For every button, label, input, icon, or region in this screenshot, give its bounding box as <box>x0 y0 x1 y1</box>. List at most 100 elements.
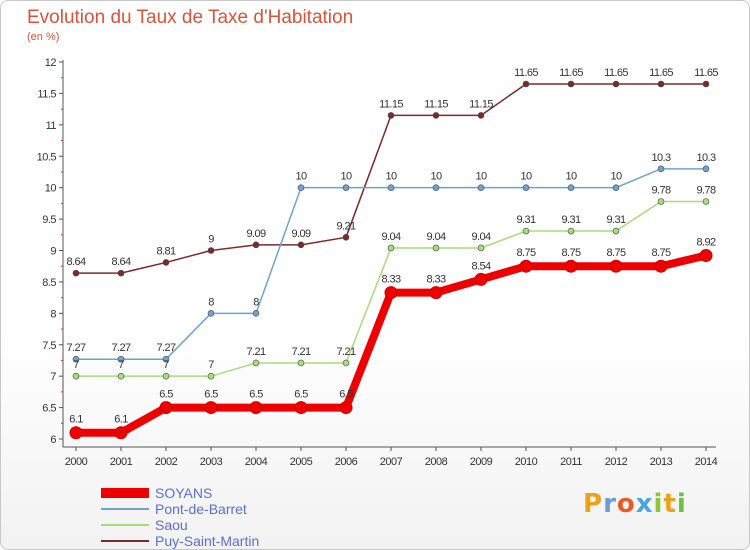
x-tick-label: 2001 <box>110 456 133 468</box>
data-point <box>252 359 260 367</box>
data-point <box>657 80 665 88</box>
legend-swatch <box>101 524 149 526</box>
data-label: 8.54 <box>471 260 490 272</box>
y-tick-label: 9 <box>50 246 56 258</box>
data-label: 7.21 <box>336 346 355 358</box>
data-point <box>429 286 443 300</box>
x-tick-label: 2000 <box>65 456 88 468</box>
logo-letter: x <box>635 489 654 519</box>
data-label: 6.5 <box>249 389 263 401</box>
data-point <box>522 80 530 88</box>
data-label: 8.33 <box>381 274 400 286</box>
series-pont-de-barret: 7.27 7.27 7.27 8 8 10 10 10 10 10 10 10 10 10.3 10.3 <box>66 152 717 363</box>
data-label: 6.5 <box>159 389 173 401</box>
data-point <box>252 310 260 317</box>
data-label: 11.65 <box>604 67 628 79</box>
logo-letter: t <box>663 489 677 519</box>
data-point <box>339 401 353 415</box>
data-label: 10 <box>295 171 307 183</box>
data-point <box>159 401 173 415</box>
data-label: 9.04 <box>426 231 445 243</box>
data-point <box>564 259 578 273</box>
y-tick-label: 8.5 <box>42 277 56 289</box>
data-point <box>72 269 80 277</box>
data-label: 8 <box>208 296 214 308</box>
data-point <box>654 259 668 273</box>
data-point <box>432 184 440 191</box>
x-tick-label: 2009 <box>470 456 493 468</box>
data-label: 8.33 <box>426 274 445 286</box>
data-point <box>522 227 530 235</box>
data-point <box>294 401 308 415</box>
data-label: 10 <box>520 171 532 183</box>
data-point <box>699 249 713 263</box>
x-tick-label: 2008 <box>425 456 448 468</box>
data-label: 7.27 <box>66 342 85 354</box>
data-point <box>72 372 80 380</box>
data-point <box>117 355 125 363</box>
data-label: 8 <box>253 296 259 308</box>
x-tick-label: 2005 <box>290 456 313 468</box>
data-point <box>207 310 215 317</box>
data-point <box>342 184 350 191</box>
data-point <box>72 355 80 363</box>
data-label: 9.78 <box>651 184 670 196</box>
data-point <box>249 401 263 415</box>
data-point <box>387 184 395 191</box>
data-label: 11.65 <box>559 67 583 79</box>
proxiti-logo: Proxiti <box>583 489 687 519</box>
legend-item: SOYANS <box>101 485 259 501</box>
data-point <box>432 112 440 119</box>
data-label: 9.78 <box>696 184 715 196</box>
data-point <box>69 426 83 440</box>
data-label: 11.65 <box>514 67 538 79</box>
data-point <box>477 244 485 252</box>
data-point <box>432 244 440 252</box>
data-label: 11.65 <box>694 67 718 79</box>
logo-letter: i <box>653 489 664 519</box>
data-point <box>477 184 485 191</box>
data-label: 10 <box>340 171 352 183</box>
legend-swatch <box>101 488 149 498</box>
data-label: 8.81 <box>156 245 175 257</box>
data-label: 8.64 <box>66 256 85 268</box>
series-saou: 7 7 7 7 7.21 7.21 7.21 9.04 9.04 9.04 9.31 9.31 9.31… <box>72 184 717 380</box>
chart-unit: (en %) <box>27 31 60 43</box>
data-point <box>612 184 620 191</box>
data-point <box>567 80 575 88</box>
data-point <box>342 234 350 241</box>
data-label: 9.09 <box>291 228 310 240</box>
data-label: 8.75 <box>561 247 580 259</box>
data-label: 7.27 <box>156 342 175 354</box>
x-tick-label: 2002 <box>155 456 178 468</box>
data-label: 7.27 <box>111 342 130 354</box>
legend-label: Saou <box>155 517 188 533</box>
legend-label: SOYANS <box>155 485 213 501</box>
data-label: 9.04 <box>471 231 490 243</box>
chart-legend: SOYANS Pont-de-Barret Saou Puy-Saint-Martin <box>101 485 259 549</box>
chart-title: Evolution du Taux de Taxe d'Habitation <box>27 7 354 28</box>
x-tick-label: 2007 <box>380 456 403 468</box>
data-point <box>162 355 170 363</box>
data-point <box>342 359 350 367</box>
legend-label: Puy-Saint-Martin <box>155 533 260 549</box>
data-label: 8.75 <box>651 247 670 259</box>
data-label: 6.1 <box>69 414 83 426</box>
data-point <box>477 112 485 119</box>
data-label: 8.75 <box>516 247 535 259</box>
data-label: 7.21 <box>291 346 310 358</box>
x-tick-label: 2011 <box>560 456 582 468</box>
data-label: 8.92 <box>696 237 715 249</box>
data-point <box>207 247 215 254</box>
logo-letter: o <box>616 489 636 519</box>
x-tick-label: 2006 <box>335 456 358 468</box>
logo-letter: P <box>583 489 604 519</box>
data-point <box>522 184 530 191</box>
data-label: 9.31 <box>561 214 580 226</box>
data-point <box>609 259 623 273</box>
data-point <box>567 184 575 191</box>
data-label: 6.5 <box>204 389 218 401</box>
data-label: 8.75 <box>606 247 625 259</box>
series-puy-saint-martin: 8.64 8.64 8.81 9 9.09 9.09 9.21 11.15 11.15 11.15… <box>66 67 719 277</box>
